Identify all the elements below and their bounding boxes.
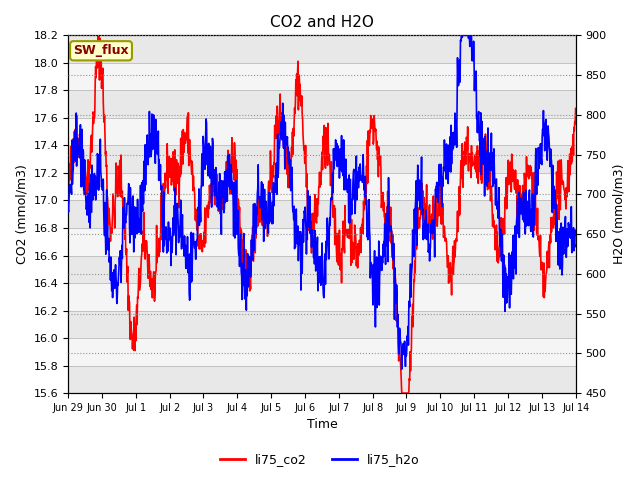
Bar xyxy=(68,145,575,173)
Bar xyxy=(68,201,575,228)
Y-axis label: H2O (mmol/m3): H2O (mmol/m3) xyxy=(612,164,625,264)
Bar xyxy=(68,228,575,255)
X-axis label: Time: Time xyxy=(307,419,337,432)
Y-axis label: CO2 (mmol/m3): CO2 (mmol/m3) xyxy=(15,164,28,264)
Bar xyxy=(68,36,575,63)
Bar xyxy=(68,311,575,338)
Text: SW_flux: SW_flux xyxy=(73,44,129,57)
Bar xyxy=(68,283,575,311)
Bar xyxy=(68,173,575,201)
Bar xyxy=(68,118,575,145)
Title: CO2 and H2O: CO2 and H2O xyxy=(270,15,374,30)
Bar xyxy=(68,90,575,118)
Bar xyxy=(68,63,575,90)
Legend: li75_co2, li75_h2o: li75_co2, li75_h2o xyxy=(215,448,425,471)
Bar xyxy=(68,338,575,366)
Bar xyxy=(68,255,575,283)
Bar xyxy=(68,366,575,393)
